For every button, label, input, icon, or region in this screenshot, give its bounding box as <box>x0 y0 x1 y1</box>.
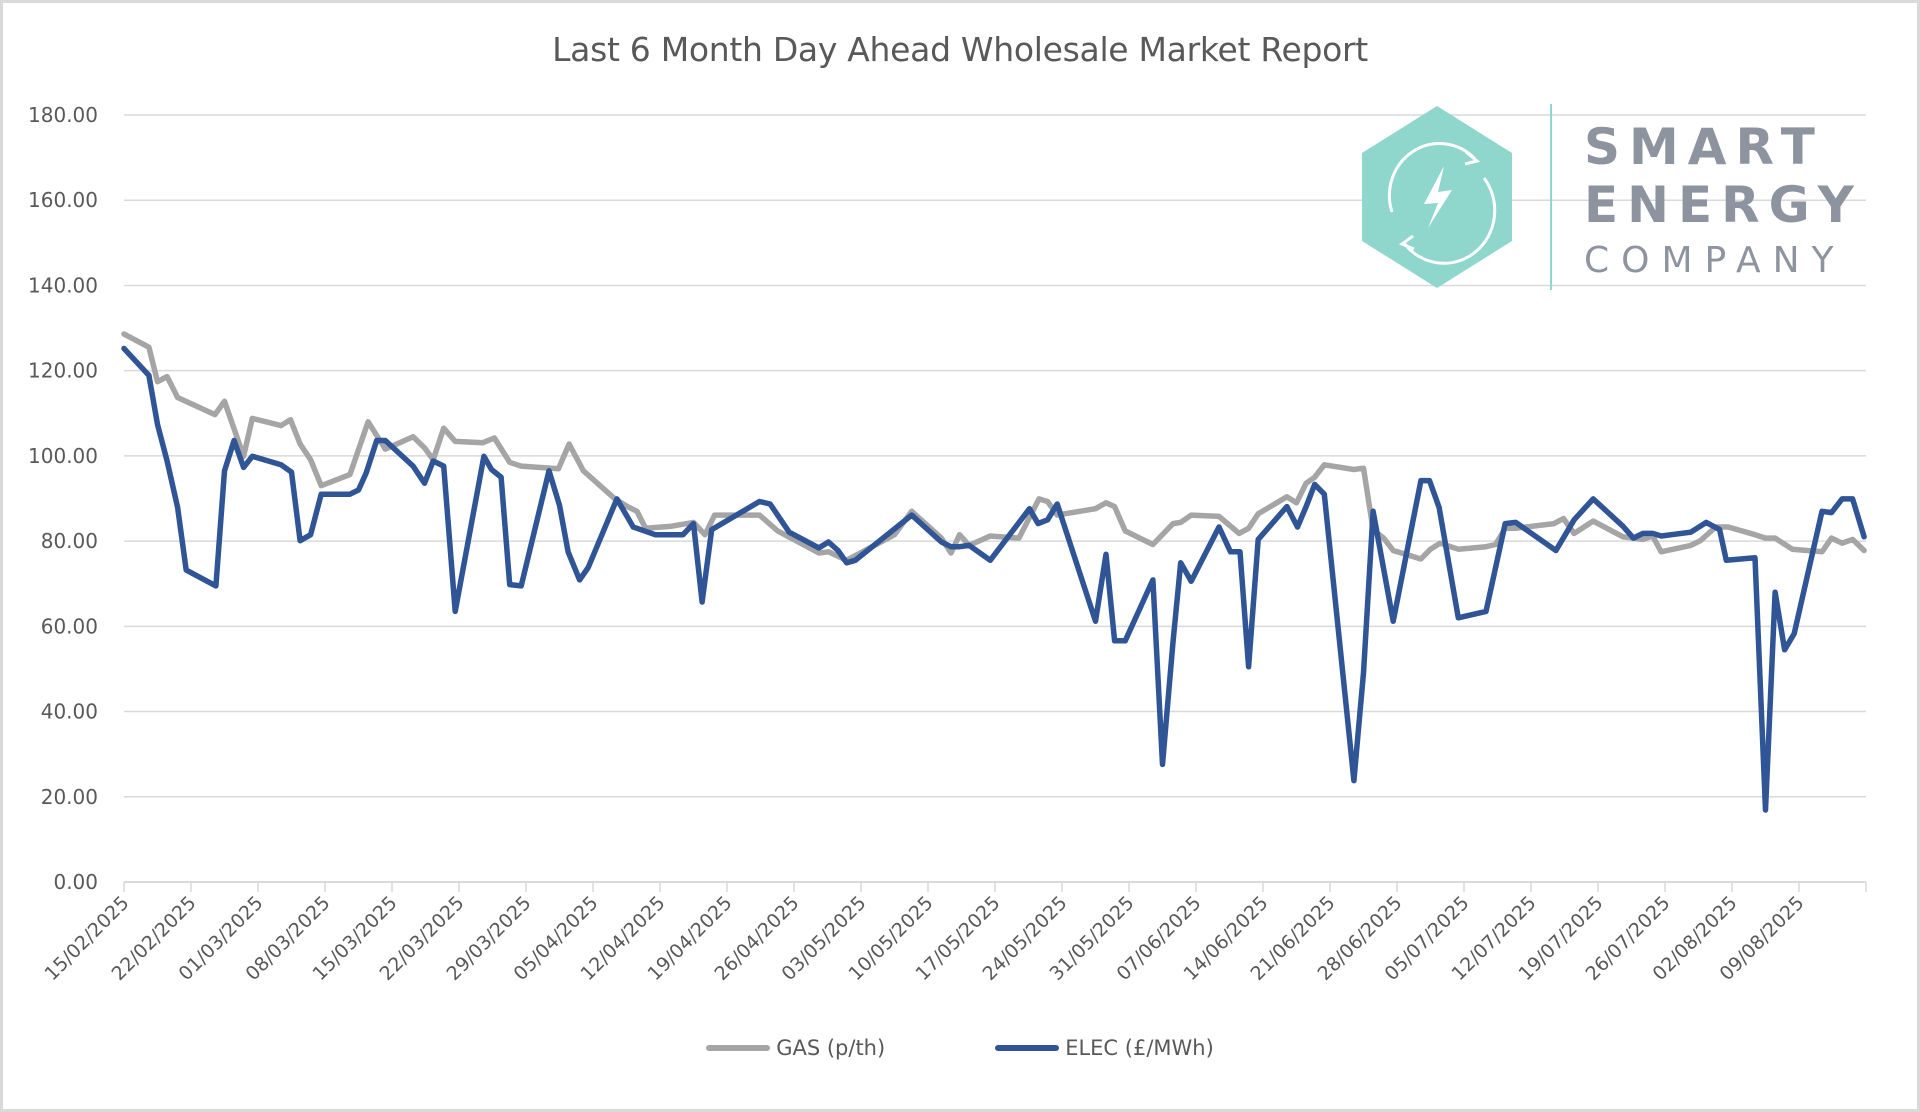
legend-item-gas: GAS (p/th) <box>706 1036 885 1060</box>
chart-legend: GAS (p/th) ELEC (£/MWh) <box>0 1036 1920 1060</box>
lightning-cycle-hexagon-icon <box>1362 106 1512 288</box>
series-lines <box>121 331 1867 813</box>
logo-text-smart: SMART <box>1584 118 1824 176</box>
y-tick-label: 0.00 <box>53 870 98 894</box>
legend-swatch-elec <box>995 1045 1060 1051</box>
y-axis-ticks: 0.00 20.00 40.00 60.00 80.00 100.00 120.00 140.… <box>28 103 98 894</box>
y-tick-label: 180.00 <box>28 103 98 127</box>
y-tick-label: 120.00 <box>28 359 98 383</box>
legend-item-elec: ELEC (£/MWh) <box>995 1036 1214 1060</box>
y-tick-label: 80.00 <box>41 529 98 553</box>
y-tick-label: 20.00 <box>41 785 98 809</box>
y-tick-label: 160.00 <box>28 188 98 212</box>
gridlines <box>124 114 1866 798</box>
y-tick-label: 100.00 <box>28 444 98 468</box>
logo-divider <box>1550 104 1552 290</box>
legend-swatch-gas <box>706 1045 771 1051</box>
series-line-gas <box>121 331 1867 564</box>
legend-label-elec: ELEC (£/MWh) <box>1065 1036 1214 1060</box>
series-line-elec <box>121 345 1867 813</box>
smart-energy-logo: SMART ENERGY COMPANY <box>1352 104 1872 304</box>
y-tick-label: 40.00 <box>41 700 98 724</box>
y-tick-label: 60.00 <box>41 614 98 638</box>
x-axis: 15/02/202522/02/202501/03/202508/03/2025… <box>41 881 1867 985</box>
logo-text-energy: ENERGY <box>1584 176 1863 234</box>
y-tick-label: 140.00 <box>28 273 98 297</box>
logo-text-company: COMPANY <box>1584 240 1846 281</box>
chart-title: Last 6 Month Day Ahead Wholesale Market … <box>552 30 1368 69</box>
legend-label-gas: GAS (p/th) <box>776 1036 886 1060</box>
